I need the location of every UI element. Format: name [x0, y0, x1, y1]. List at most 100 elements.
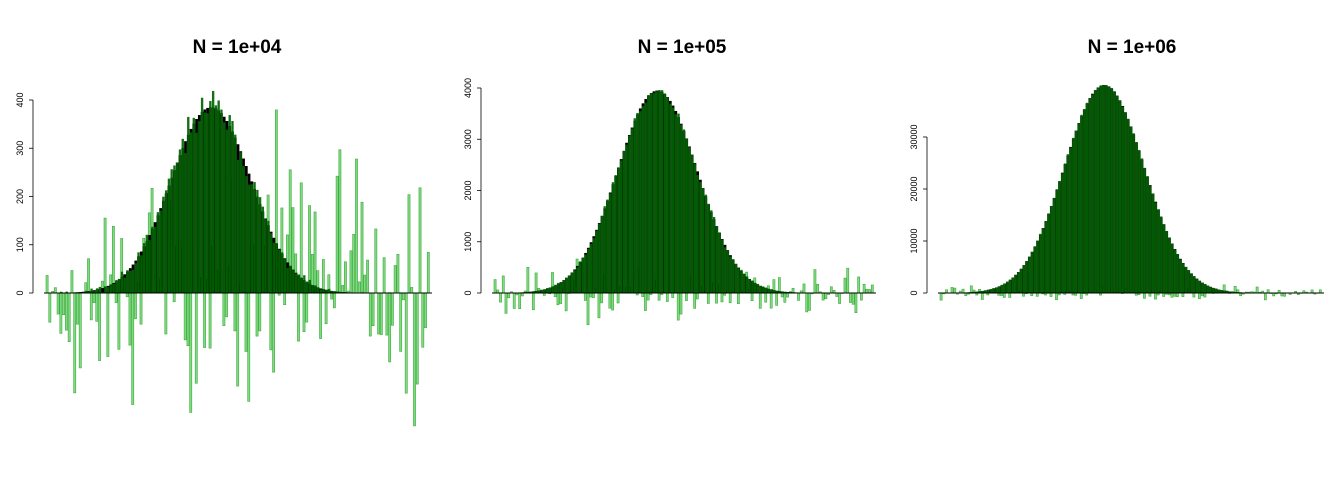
y-tick-label: 200 — [15, 189, 25, 204]
difference-bar — [586, 292, 590, 326]
estimate-bar — [715, 226, 718, 293]
estimate-bar — [721, 239, 724, 293]
estimate-bar — [1201, 282, 1204, 293]
difference-bar — [352, 234, 356, 294]
difference-bar — [553, 292, 557, 298]
estimate-bar — [1074, 130, 1078, 293]
estimate-bar — [1226, 291, 1229, 293]
estimate-bar — [1127, 118, 1130, 294]
estimate-bar — [203, 112, 207, 293]
estimate-bar — [1085, 102, 1089, 293]
difference-bar — [657, 292, 661, 301]
panel-n-1e04: 0 100 200 300 400 N = 1e+04 — [15, 37, 432, 427]
difference-bar — [244, 292, 248, 352]
estimate-bar — [989, 289, 993, 293]
estimate-bar — [297, 274, 300, 293]
estimate-bar — [264, 219, 267, 293]
estimate-bar — [614, 175, 617, 293]
difference-bar — [862, 283, 866, 294]
difference-bar — [504, 292, 508, 314]
estimate-bar — [543, 289, 546, 293]
estimate-bar — [93, 291, 96, 293]
difference-bar — [305, 292, 309, 323]
estimate-bar — [978, 291, 982, 293]
estimate-bar — [1165, 230, 1168, 293]
estimate-bar — [576, 267, 579, 293]
estimate-bar — [1069, 147, 1072, 293]
difference-bar — [106, 292, 110, 357]
estimate-bar — [565, 277, 568, 293]
difference-bar — [335, 175, 339, 294]
difference-bar — [829, 286, 833, 294]
difference-bar — [868, 289, 871, 294]
difference-bar — [783, 292, 787, 303]
difference-bar — [846, 267, 850, 294]
difference-bar — [950, 287, 954, 294]
estimate-bar — [1171, 243, 1174, 293]
difference-bar — [646, 292, 650, 301]
estimate-bar — [239, 152, 242, 293]
difference-bar — [139, 292, 143, 325]
difference-bar — [531, 292, 535, 311]
estimate-bar — [286, 267, 289, 293]
estimate-bar — [65, 291, 68, 293]
estimate-bar — [281, 252, 284, 293]
estimate-bar — [1176, 253, 1179, 293]
panel-title: N = 1e+04 — [193, 37, 282, 58]
estimate-bar — [134, 263, 137, 293]
estimate-bar — [1006, 281, 1009, 293]
estimate-bar — [267, 220, 270, 293]
difference-bar — [737, 292, 740, 304]
difference-bar — [695, 292, 699, 300]
estimate-bar — [112, 284, 115, 293]
y-tick-label: 0 — [909, 290, 919, 295]
estimate-bar — [699, 182, 702, 293]
difference-bar — [534, 272, 538, 294]
difference-bar — [56, 292, 60, 315]
estimate-bar — [316, 287, 320, 293]
difference-bar — [685, 292, 688, 301]
estimate-bar — [1193, 276, 1196, 293]
estimate-bar — [568, 275, 571, 293]
estimate-bar — [710, 210, 713, 293]
difference-bar — [344, 261, 347, 294]
y-tick-label: 100 — [15, 237, 25, 252]
estimate-bar — [562, 280, 565, 293]
estimate-bar — [1050, 205, 1053, 293]
estimate-bar — [336, 291, 339, 293]
estimate-bar — [647, 94, 650, 294]
estimate-bar — [641, 106, 645, 293]
estimate-bar — [622, 150, 626, 293]
difference-bar — [720, 292, 724, 303]
estimate-bar — [1072, 137, 1075, 293]
difference-bar — [125, 292, 129, 297]
difference-bar — [778, 277, 781, 294]
estimate-bar — [1019, 268, 1023, 293]
estimate-bar — [236, 159, 240, 293]
estimate-bar — [732, 259, 735, 293]
estimate-bar — [997, 286, 1001, 293]
difference-bar — [321, 259, 325, 294]
difference-bar — [415, 292, 419, 385]
estimate-bar — [137, 252, 140, 293]
estimate-bar — [1033, 246, 1036, 293]
difference-bar — [186, 292, 190, 347]
estimate-bar — [87, 291, 90, 293]
estimate-bar — [573, 270, 576, 293]
estimate-bar — [537, 290, 541, 293]
difference-bar — [194, 292, 198, 384]
estimate-bar — [1195, 278, 1199, 293]
estimate-bar — [106, 286, 110, 293]
difference-bar — [189, 292, 193, 413]
y-tick-label: 2000 — [463, 180, 473, 200]
difference-bar — [391, 292, 394, 326]
estimate-bar — [327, 288, 331, 293]
estimate-bar — [595, 230, 598, 293]
difference-bar — [851, 292, 855, 305]
estimate-bar — [223, 122, 226, 293]
difference-bar — [665, 292, 669, 302]
estimate-bar — [1162, 224, 1166, 293]
estimate-bar — [701, 188, 705, 293]
difference-bar — [393, 265, 397, 294]
estimate-bar — [1036, 240, 1039, 293]
